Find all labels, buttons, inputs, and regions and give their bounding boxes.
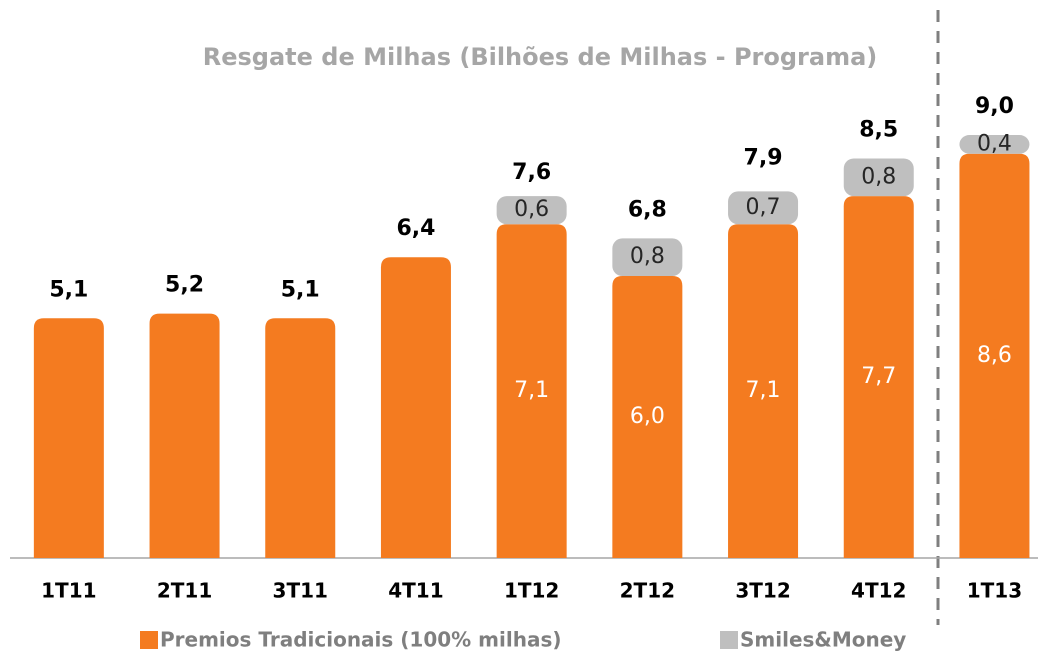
value-label: 0,6: [514, 197, 549, 222]
total-label: 5,1: [49, 277, 88, 302]
x-tick-label: 1T12: [504, 579, 559, 603]
chart-title: Resgate de Milhas (Bilhões de Milhas - P…: [203, 43, 877, 71]
value-label: 7,1: [514, 378, 549, 403]
x-tick-label: 2T12: [620, 579, 675, 603]
total-label: 6,8: [628, 197, 667, 222]
total-label: 5,2: [165, 273, 204, 298]
value-label: 0,4: [977, 131, 1012, 156]
value-label: 7,1: [746, 378, 781, 403]
bar-segment: [612, 238, 683, 276]
legend-swatch: [720, 631, 738, 649]
bar-segment: [843, 196, 914, 558]
value-label: 7,7: [861, 364, 896, 389]
legend-swatch: [140, 631, 158, 649]
bar-segment: [959, 153, 1030, 559]
x-tick-label: 4T12: [851, 579, 906, 603]
x-tick-label: 1T13: [967, 579, 1022, 603]
bar-segment: [843, 158, 914, 197]
value-label: 0,7: [746, 195, 781, 220]
value-label: 8,6: [977, 343, 1012, 368]
bar-segment: [149, 313, 220, 558]
total-label: 5,1: [281, 277, 320, 302]
x-tick-label: 3T12: [735, 579, 790, 603]
bar-segment: [496, 224, 567, 559]
x-tick-label: 3T11: [273, 579, 328, 603]
bar-segment: [496, 196, 567, 225]
value-label: 6,0: [630, 404, 665, 429]
x-tick-label: 1T11: [41, 579, 96, 603]
x-tick-label: 4T11: [388, 579, 443, 603]
total-label: 6,4: [396, 216, 435, 241]
value-label: 0,8: [861, 164, 896, 189]
x-tick-label: 2T11: [157, 579, 212, 603]
bar-segment: [612, 276, 683, 558]
total-label: 8,5: [859, 118, 898, 143]
legend-label: Premios Tradicionais (100% milhas): [160, 628, 562, 652]
legend-label: Smiles&Money: [740, 628, 906, 652]
bar-segment: [265, 318, 336, 558]
total-label: 7,6: [512, 160, 551, 185]
bar-segment: [959, 135, 1030, 154]
total-label: 7,9: [744, 146, 783, 171]
bar-segment: [380, 257, 451, 558]
bar-segment: [728, 224, 799, 559]
value-label: 0,8: [630, 244, 665, 269]
total-label: 9,0: [975, 94, 1014, 119]
bar-segment: [728, 191, 799, 225]
bar-segment: [33, 318, 104, 558]
